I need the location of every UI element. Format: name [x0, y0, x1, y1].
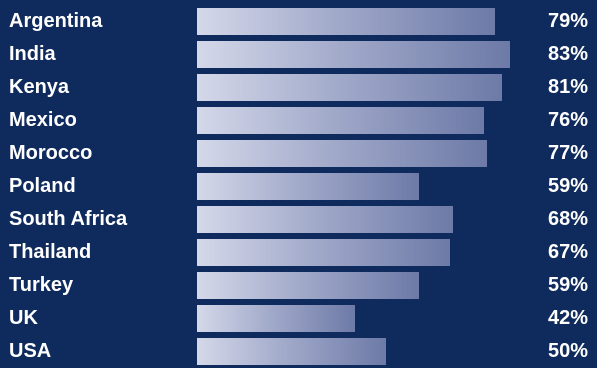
bar-argentina [197, 8, 495, 35]
bar-row-kenya: Kenya 81% [0, 71, 597, 104]
value-label: 50% [547, 340, 588, 362]
bar-uk [197, 305, 355, 332]
bar-row-india: India 83% [0, 38, 597, 71]
bar-row-uk: UK 42% [0, 302, 597, 335]
value-label: 59% [547, 274, 588, 296]
value-label: 59% [547, 175, 588, 197]
category-label: India [9, 43, 56, 65]
bar-thailand [197, 239, 450, 266]
bar-row-argentina: Argentina 79% [0, 5, 597, 38]
category-label: Kenya [9, 76, 70, 98]
category-label: Mexico [9, 109, 77, 131]
bar-row-south-africa: South Africa 68% [0, 203, 597, 236]
value-label: 42% [547, 307, 588, 329]
category-label: Poland [9, 175, 76, 197]
category-label: Thailand [9, 241, 92, 263]
bar-mexico [197, 107, 484, 134]
value-label: 77% [547, 142, 588, 164]
bar-row-turkey: Turkey 59% [0, 269, 597, 302]
bar-poland [197, 173, 419, 200]
category-label: Morocco [9, 142, 93, 164]
category-label: UK [9, 307, 38, 329]
value-label: 79% [547, 10, 588, 32]
value-label: 76% [547, 109, 588, 131]
category-label: USA [9, 340, 52, 362]
category-label: Turkey [9, 274, 74, 296]
value-label: 67% [547, 241, 588, 263]
bar-row-poland: Poland 59% [0, 170, 597, 203]
bar-usa [197, 338, 386, 365]
bar-row-morocco: Morocco 77% [0, 137, 597, 170]
bar-india [197, 41, 510, 68]
value-label: 68% [547, 208, 588, 230]
bar-south-africa [197, 206, 453, 233]
bar-morocco [197, 140, 487, 167]
bar-turkey [197, 272, 419, 299]
bar-kenya [197, 74, 502, 101]
bar-row-mexico: Mexico 76% [0, 104, 597, 137]
value-label: 81% [547, 76, 588, 98]
bar-row-thailand: Thailand 67% [0, 236, 597, 269]
category-label: Argentina [9, 10, 103, 32]
value-label: 83% [547, 43, 588, 65]
category-label: South Africa [9, 208, 128, 230]
bar-row-usa: USA 50% [0, 335, 597, 368]
